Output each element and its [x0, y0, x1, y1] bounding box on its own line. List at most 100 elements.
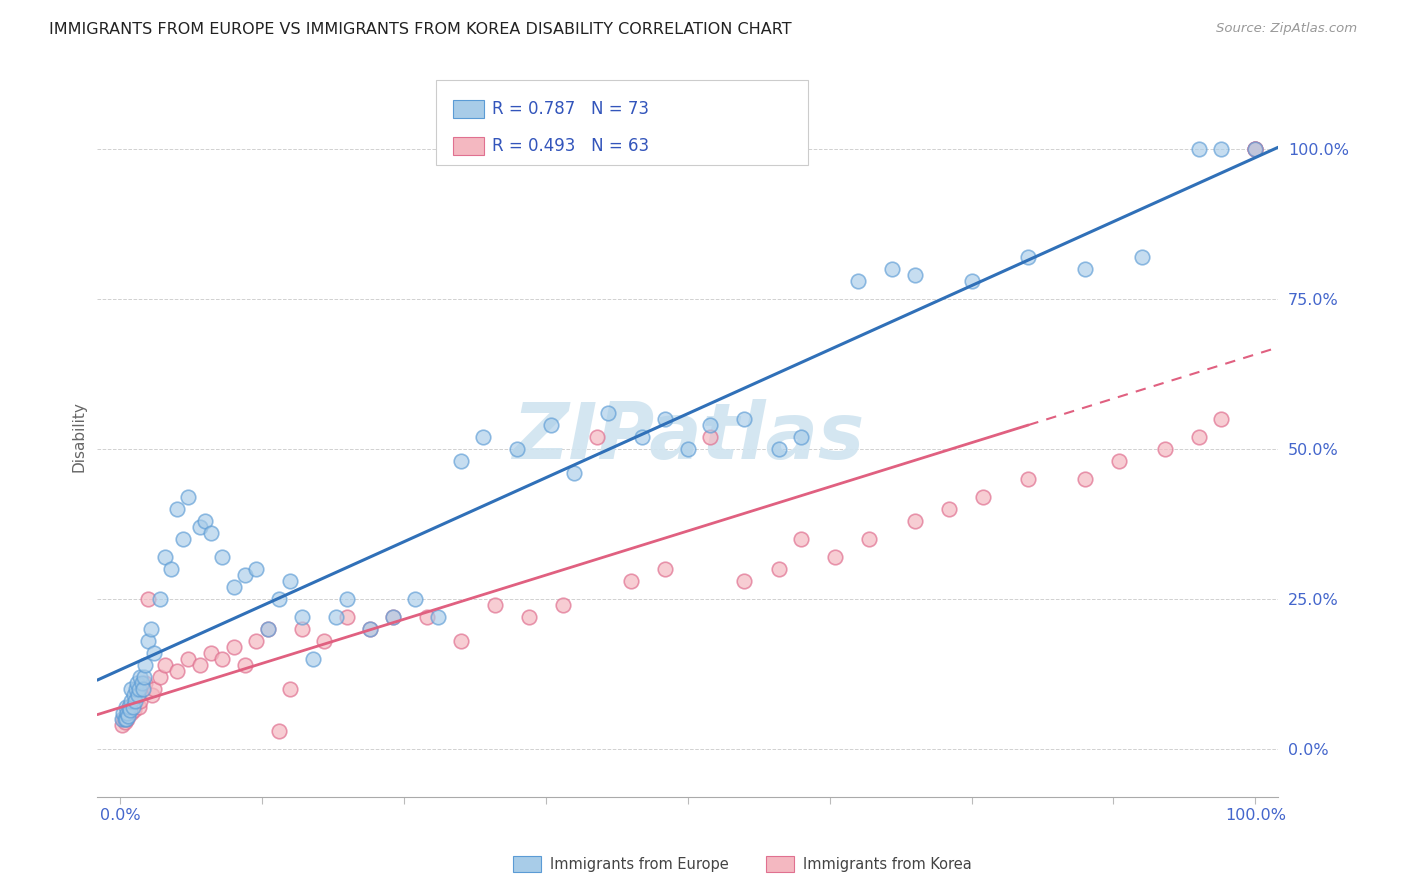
Point	[1108, 454, 1130, 468]
Point	[267, 591, 290, 606]
Y-axis label: Disability: Disability	[72, 401, 86, 473]
Point	[904, 268, 927, 283]
Point	[1244, 142, 1267, 156]
Point	[222, 580, 245, 594]
Point	[211, 652, 233, 666]
Point	[120, 706, 142, 720]
Point	[960, 274, 983, 288]
Point	[125, 694, 148, 708]
Point	[540, 418, 562, 433]
Point	[336, 610, 359, 624]
Point	[139, 622, 162, 636]
Text: IMMIGRANTS FROM EUROPE VS IMMIGRANTS FROM KOREA DISABILITY CORRELATION CHART: IMMIGRANTS FROM EUROPE VS IMMIGRANTS FRO…	[49, 22, 792, 37]
Point	[200, 525, 222, 540]
Point	[654, 562, 676, 576]
Text: ZIPatlas: ZIPatlas	[512, 399, 863, 475]
Point	[114, 712, 136, 726]
Point	[115, 712, 138, 726]
Point	[118, 699, 141, 714]
Point	[166, 502, 188, 516]
Point	[734, 574, 756, 588]
Point	[233, 568, 256, 582]
Point	[188, 520, 211, 534]
Point	[631, 430, 654, 444]
Point	[129, 694, 152, 708]
Point	[132, 681, 155, 696]
Point	[188, 657, 211, 672]
Point	[117, 708, 139, 723]
Point	[359, 622, 381, 636]
Point	[846, 274, 869, 288]
Point	[122, 688, 145, 702]
Text: R = 0.787   N = 73: R = 0.787 N = 73	[492, 100, 650, 118]
Text: Immigrants from Korea: Immigrants from Korea	[803, 857, 972, 871]
Point	[256, 622, 278, 636]
Point	[245, 562, 267, 576]
Text: Immigrants from Europe: Immigrants from Europe	[550, 857, 728, 871]
Point	[143, 646, 166, 660]
Point	[1244, 142, 1267, 156]
Text: R = 0.493   N = 63: R = 0.493 N = 63	[492, 137, 650, 155]
Point	[114, 699, 136, 714]
Point	[233, 657, 256, 672]
Point	[1211, 412, 1233, 426]
Point	[132, 681, 155, 696]
Point	[450, 454, 472, 468]
Point	[138, 633, 160, 648]
Point	[128, 699, 150, 714]
Point	[131, 675, 153, 690]
Point	[120, 703, 142, 717]
Point	[114, 708, 136, 723]
Point	[880, 262, 903, 277]
Point	[127, 675, 149, 690]
Point	[620, 574, 643, 588]
Point	[699, 430, 721, 444]
Point	[120, 694, 142, 708]
Point	[404, 591, 426, 606]
Point	[314, 633, 336, 648]
Point	[134, 657, 156, 672]
Point	[222, 640, 245, 654]
Point	[359, 622, 381, 636]
Point	[121, 699, 143, 714]
Point	[149, 670, 172, 684]
Point	[415, 610, 437, 624]
Point	[790, 430, 813, 444]
Point	[245, 633, 267, 648]
Point	[1017, 472, 1039, 486]
Point	[1017, 250, 1039, 264]
Point	[598, 406, 620, 420]
Point	[1244, 142, 1267, 156]
Point	[1188, 430, 1211, 444]
Point	[138, 591, 160, 606]
Point	[858, 532, 880, 546]
Point	[160, 562, 183, 576]
Point	[336, 591, 359, 606]
Point	[768, 562, 790, 576]
Point	[1153, 442, 1175, 456]
Point	[280, 681, 302, 696]
Point	[111, 712, 134, 726]
Point	[824, 549, 846, 564]
Point	[122, 703, 145, 717]
Point	[177, 652, 200, 666]
Point	[1244, 142, 1267, 156]
Point	[128, 681, 150, 696]
Point	[1074, 262, 1097, 277]
Point	[972, 490, 994, 504]
Point	[141, 688, 163, 702]
Point	[484, 598, 506, 612]
Point	[200, 646, 222, 660]
Point	[143, 681, 166, 696]
Point	[426, 610, 449, 624]
Point	[211, 549, 233, 564]
Point	[132, 670, 155, 684]
Point	[381, 610, 404, 624]
Point	[302, 652, 325, 666]
Point	[586, 430, 609, 444]
Point	[938, 502, 960, 516]
Point	[117, 706, 139, 720]
Point	[256, 622, 278, 636]
Point	[114, 712, 136, 726]
Point	[172, 532, 194, 546]
